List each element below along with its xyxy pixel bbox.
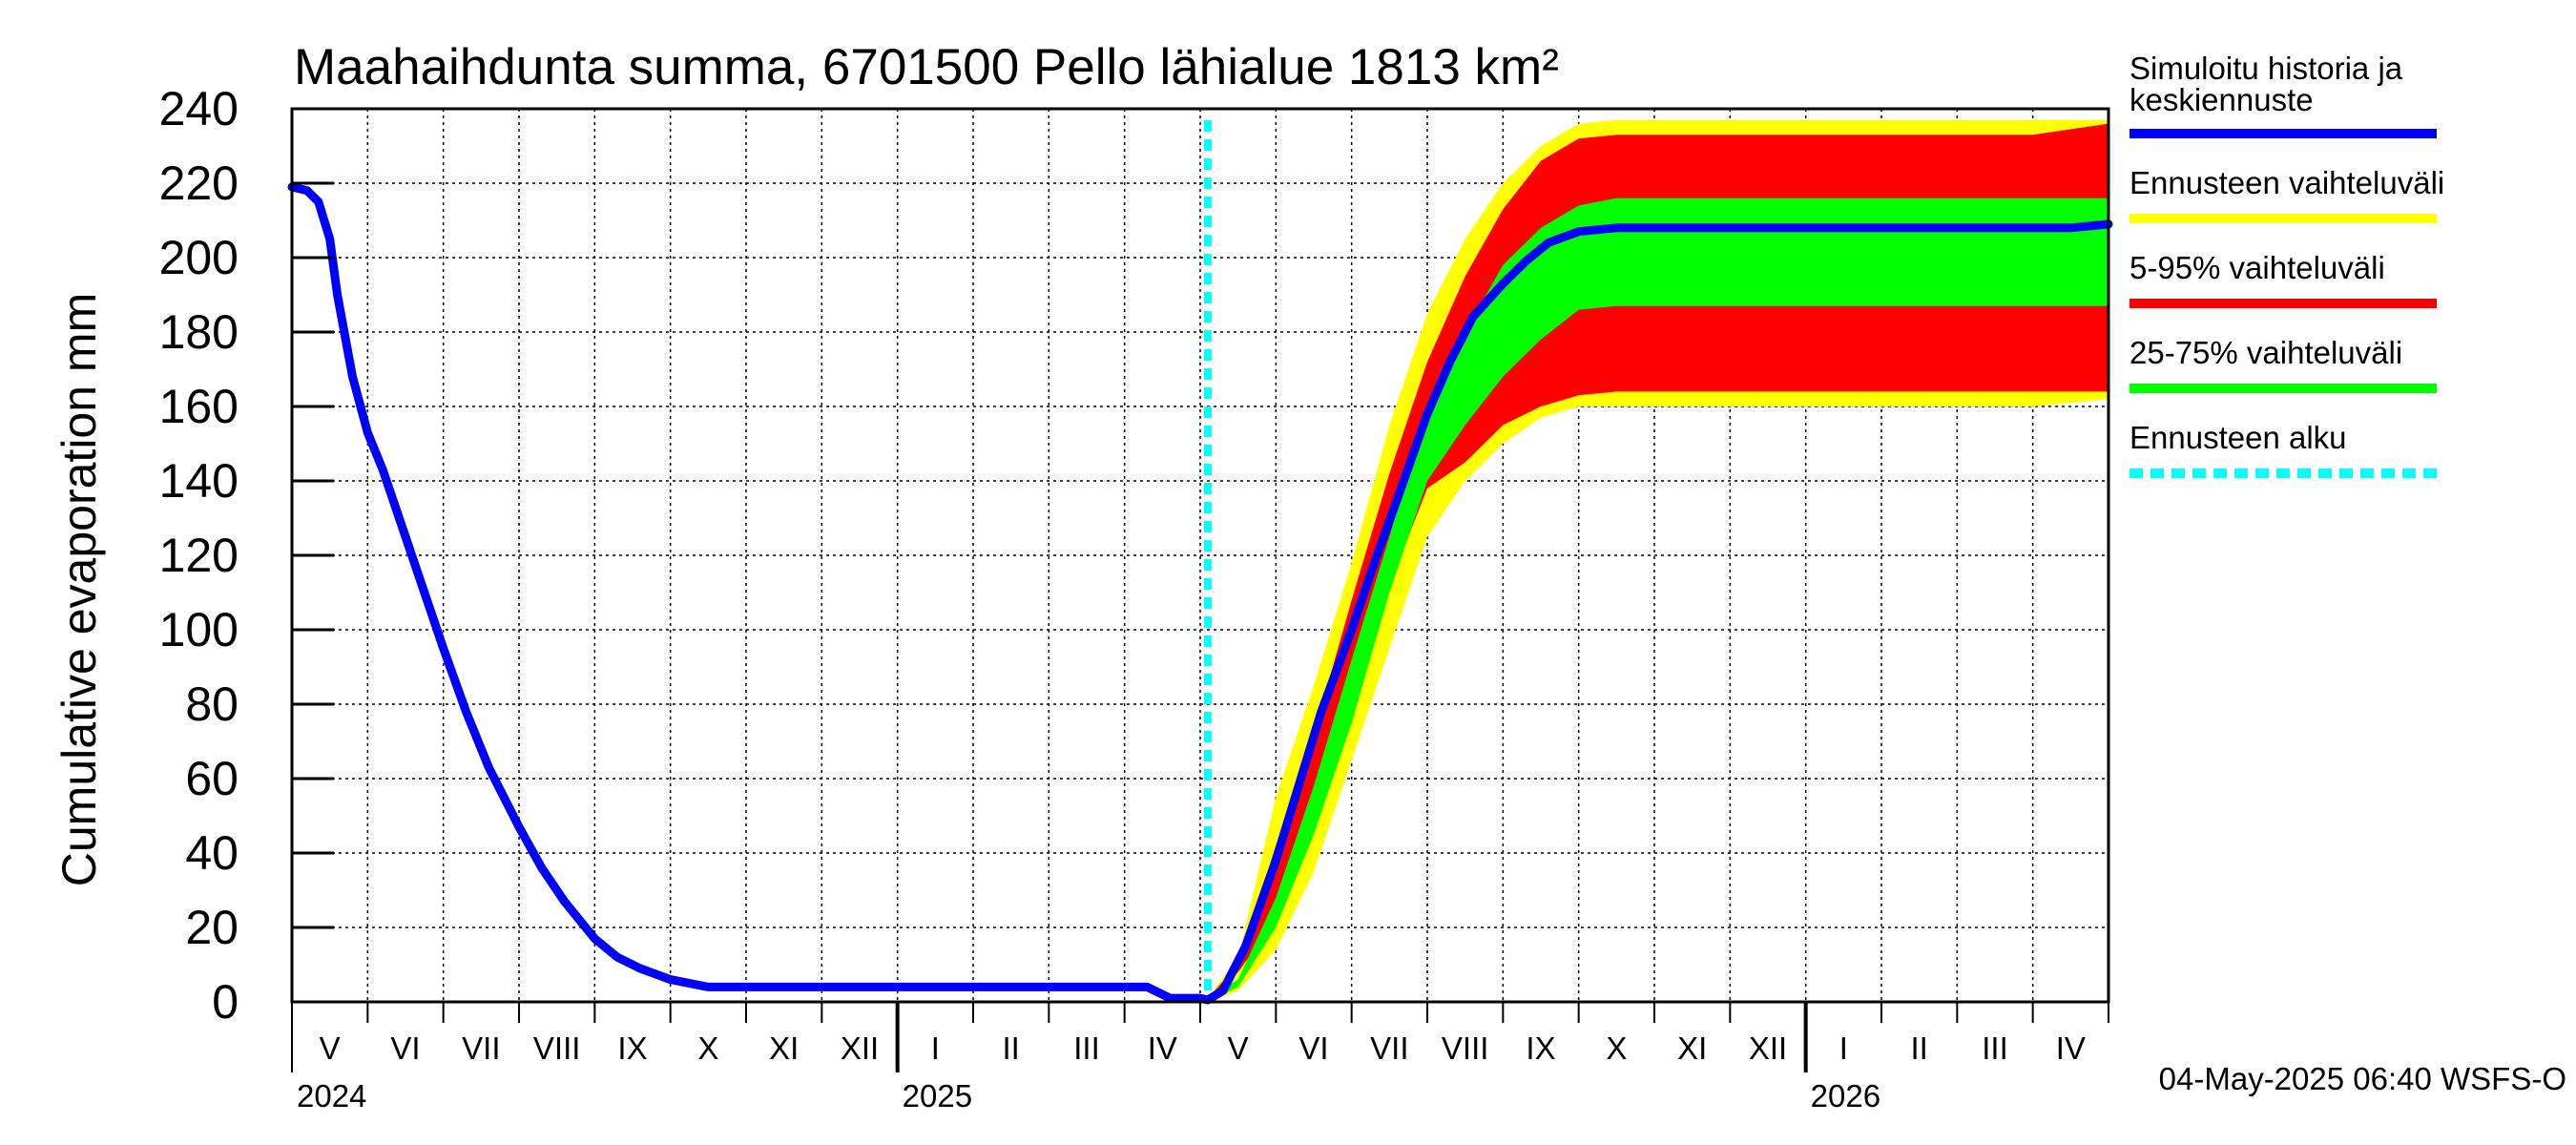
x-year-label: 2026 [1811,1078,1880,1114]
x-month-label: IX [617,1030,647,1066]
chart-title: Maahaihdunta summa, 6701500 Pello lähial… [294,39,1559,95]
y-tick-label: 120 [159,529,239,582]
y-tick-label: 200 [159,231,239,284]
legend-label: keskiennuste [2129,82,2314,117]
y-tick-label: 220 [159,156,239,210]
x-month-label: X [1606,1030,1627,1066]
x-month-label: I [931,1030,940,1066]
x-month-labels: V VI VII VIII IX X XI XII I II III IV V VI VII VIII IX X X… [291,1002,2109,1114]
y-tick-label: 180 [159,305,239,359]
x-month-label: X [697,1030,718,1066]
x-month-label: III [1982,1030,2008,1066]
footer-timestamp: 04-May-2025 06:40 WSFS-O [2159,1061,2566,1096]
y-tick-label: 100 [159,603,239,656]
x-month-label: III [1073,1030,1100,1066]
x-month-label: V [1228,1030,1249,1066]
legend-label: 25-75% vaihteluväli [2129,335,2402,370]
legend-label: 5-95% vaihteluväli [2129,250,2385,285]
x-month-label: II [1910,1030,1927,1066]
y-axis-label: Cumulative evaporation mm [52,293,106,887]
legend-label: Simuloitu historia ja [2129,51,2403,86]
x-month-label: VI [390,1030,420,1066]
y-tick-label: 160 [159,380,239,433]
y-tick-label: 40 [185,826,239,880]
x-month-label: VII [462,1030,500,1066]
y-tick-label: 80 [185,677,239,731]
y-tick-label: 60 [185,752,239,805]
x-year-label: 2025 [903,1078,972,1114]
x-month-label: XII [1749,1030,1787,1066]
legend-label: Ennusteen vaihteluväli [2129,165,2444,200]
series-line-mean [287,182,2113,1005]
x-month-label: II [1002,1030,1019,1066]
x-month-label: VIII [1442,1030,1489,1066]
y-tick-labels: 0 20 40 60 80 100 120 140 160 180 200 220 240 [159,82,334,1029]
y-tick-label: 240 [159,82,239,135]
y-tick-label: 20 [185,901,239,954]
x-month-label: V [320,1030,341,1066]
x-month-label: I [1839,1030,1848,1066]
band-5-95-vaihteluv-li [1207,123,2109,1003]
x-month-label: XI [1677,1030,1707,1066]
y-tick-label: 0 [212,975,239,1029]
y-tick-label: 140 [159,454,239,508]
x-month-label: IV [1148,1030,1177,1066]
x-month-label: VI [1298,1030,1328,1066]
x-month-label: IV [2056,1030,2086,1066]
legend-label: Ennusteen alku [2129,420,2347,455]
x-month-label: IX [1526,1030,1555,1066]
x-month-label: VII [1370,1030,1408,1066]
x-month-label: XI [769,1030,799,1066]
x-year-label: 2024 [297,1078,366,1114]
x-month-label: VIII [533,1030,581,1066]
x-month-label: XII [841,1030,879,1066]
